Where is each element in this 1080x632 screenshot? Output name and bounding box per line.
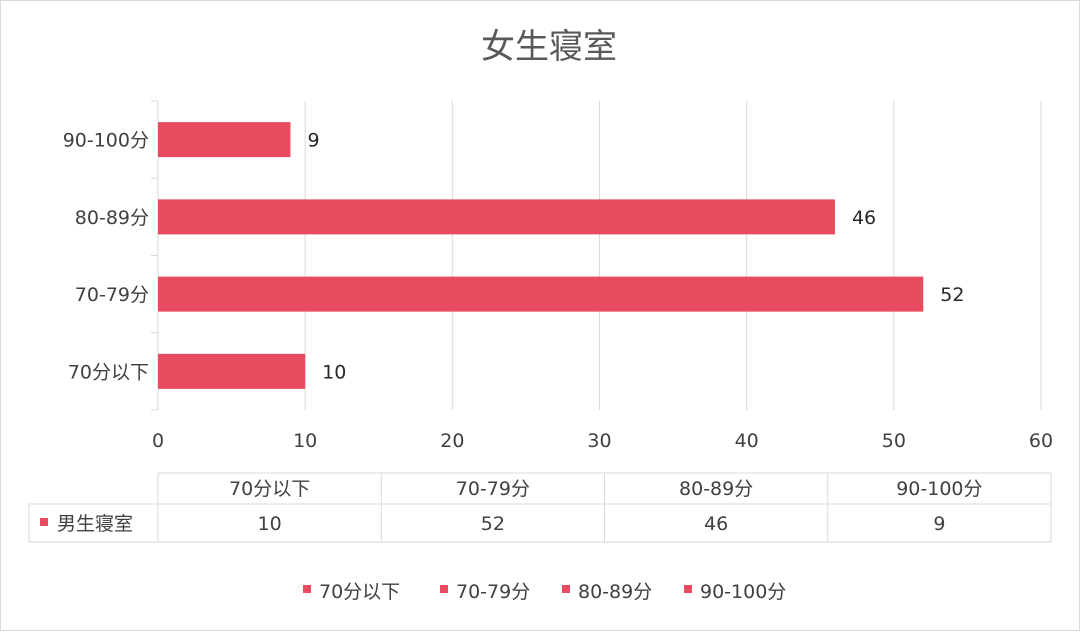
legend-swatch	[440, 585, 448, 593]
table-series-swatch	[40, 518, 48, 526]
table-header-cell: 80-89分	[679, 478, 753, 500]
data-table: 70分以下 70-79分 80-89分 90-100分 10 52 46 9 男生寝室	[28, 472, 1052, 543]
table-value-cell: 46	[704, 513, 728, 535]
x-tick-label: 60	[1029, 430, 1053, 452]
x-tick-label: 20	[440, 430, 464, 452]
legend-swatch	[684, 585, 692, 593]
axes	[151, 100, 159, 411]
legend-swatch	[562, 585, 570, 593]
legend-entry: 70-79分	[456, 581, 530, 603]
chart-title: 女生寝室	[481, 27, 617, 67]
data-label: 10	[322, 361, 346, 383]
bar	[158, 199, 835, 235]
table-header-cell: 70-79分	[456, 478, 530, 500]
data-label: 46	[852, 207, 876, 229]
x-tick-label: 0	[152, 430, 164, 452]
data-label: 9	[307, 130, 319, 152]
y-category-label: 90-100分	[63, 130, 149, 152]
bars	[158, 122, 924, 389]
x-tick-label: 40	[735, 430, 759, 452]
table-value-cell: 10	[258, 513, 282, 535]
table-header-cell: 90-100分	[896, 478, 982, 500]
y-category-label: 80-89分	[75, 207, 149, 229]
table-value-cell: 52	[481, 513, 505, 535]
legend: 70分以下 70-79分 80-89分 90-100分	[303, 581, 786, 603]
y-category-labels: 70分以下 70-79分 80-89分 90-100分	[63, 130, 149, 384]
legend-entry: 90-100分	[700, 581, 786, 603]
x-tick-label: 50	[882, 430, 906, 452]
bar	[158, 122, 291, 158]
data-label: 52	[940, 284, 964, 306]
data-labels: 10 52 46 9	[307, 130, 964, 384]
bar	[158, 276, 924, 312]
y-category-label: 70-79分	[75, 284, 149, 306]
table-row-label: 男生寝室	[57, 513, 133, 535]
legend-entry: 70分以下	[319, 581, 400, 603]
bar	[158, 353, 306, 389]
table-value-cell: 9	[933, 513, 945, 535]
legend-entry: 80-89分	[578, 581, 652, 603]
y-category-label: 70分以下	[68, 361, 149, 383]
gridlines	[304, 101, 1042, 410]
table-header-cell: 70分以下	[229, 478, 310, 500]
x-tick-label: 10	[293, 430, 317, 452]
x-tick-label: 30	[587, 430, 611, 452]
legend-swatch	[303, 585, 311, 593]
x-tick-labels: 0 10 20 30 40 50 60	[152, 430, 1053, 452]
